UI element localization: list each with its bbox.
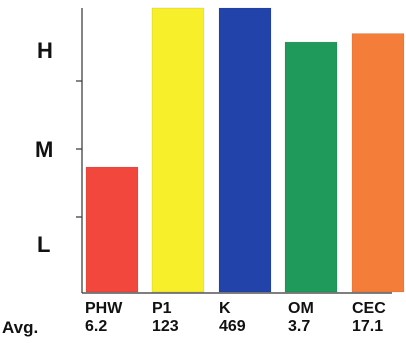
bars-group (85, 7, 405, 293)
category-label-cec: CEC (352, 300, 386, 317)
avg-row-label: Avg. (2, 318, 38, 337)
bar-cec (351, 33, 405, 293)
avg-value-phw: 6.2 (85, 318, 107, 335)
bar-phw (85, 166, 139, 293)
bar-p1 (151, 7, 205, 293)
category-label-k: K (219, 300, 231, 317)
category-label-p1: P1 (152, 300, 172, 317)
avg-value-cec: 17.1 (352, 318, 383, 335)
bar-om (284, 41, 338, 293)
category-label-phw: PHW (85, 300, 123, 317)
category-label-om: OM (288, 300, 314, 317)
avg-value-om: 3.7 (288, 318, 310, 335)
y-level-medium: M (35, 137, 53, 162)
avg-value-p1: 123 (152, 318, 179, 335)
y-level-high: H (37, 38, 53, 63)
avg-value-k: 469 (219, 318, 246, 335)
bar-k (218, 7, 272, 293)
y-level-low: L (37, 232, 50, 257)
